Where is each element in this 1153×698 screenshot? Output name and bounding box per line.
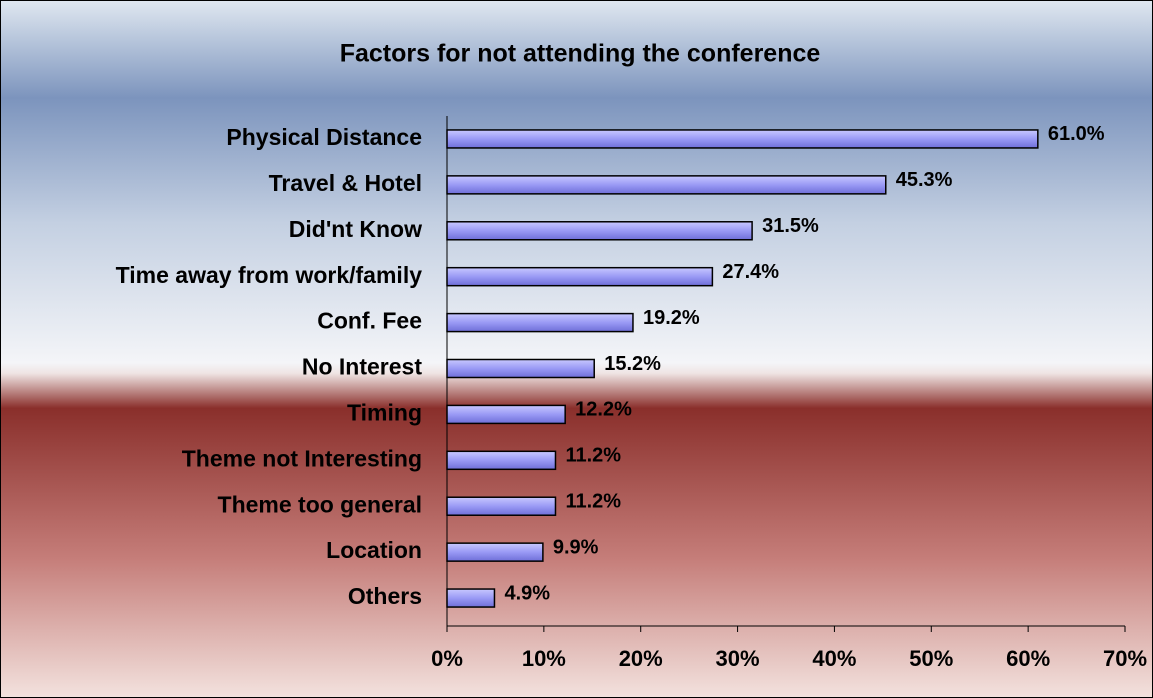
bar <box>446 358 595 379</box>
bar <box>446 404 566 425</box>
x-tick-label: 40% <box>812 646 856 671</box>
bar <box>446 221 753 241</box>
category-label: Theme too general <box>218 491 422 517</box>
x-tick-label: 20% <box>619 646 663 671</box>
category-label: Theme not Interesting <box>182 445 422 471</box>
x-tick-label: 70% <box>1103 646 1147 671</box>
value-label: 4.9% <box>504 582 550 604</box>
value-label: 11.2% <box>565 445 621 467</box>
value-label: 9.9% <box>553 536 599 558</box>
value-label: 27.4% <box>722 261 779 283</box>
category-label: Physical Distance <box>226 124 422 150</box>
category-label: Location <box>326 537 422 563</box>
x-tick-label: 10% <box>522 646 566 671</box>
category-label: No Interest <box>302 354 422 380</box>
value-label: 31.5% <box>762 215 819 237</box>
bar <box>446 542 544 562</box>
value-label: 45.3% <box>896 169 953 191</box>
category-label: Did'nt Know <box>289 216 422 242</box>
category-label: Time away from work/family <box>116 262 423 288</box>
x-tick-label: 60% <box>1006 646 1050 671</box>
category-label: Travel & Hotel <box>269 170 422 196</box>
x-tick-label: 50% <box>909 646 953 671</box>
bar <box>446 266 714 287</box>
bar <box>446 450 557 471</box>
x-tick-label: 0% <box>431 646 463 671</box>
bar <box>446 129 1039 149</box>
chart-title: Factors for not attending the conference <box>340 40 821 68</box>
bar <box>446 496 557 516</box>
value-label: 11.2% <box>565 491 621 513</box>
category-label: Others <box>348 583 422 609</box>
value-label: 19.2% <box>643 307 700 329</box>
category-label: Timing <box>347 399 422 425</box>
bar <box>446 175 887 195</box>
bar <box>446 588 496 608</box>
value-label: 61.0% <box>1048 123 1105 145</box>
bar <box>446 312 634 333</box>
x-tick-label: 30% <box>716 646 760 671</box>
value-label: 15.2% <box>604 353 661 375</box>
category-label: Conf. Fee <box>317 308 422 334</box>
value-label: 12.2% <box>575 399 632 421</box>
